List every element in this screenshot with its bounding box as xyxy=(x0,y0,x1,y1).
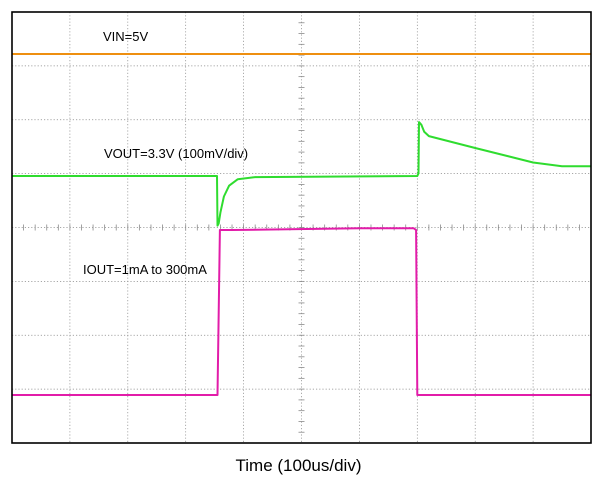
x-axis-label: Time (100us/div) xyxy=(235,456,362,475)
vout-label: VOUT=3.3V (100mV/div) xyxy=(104,146,248,161)
traces xyxy=(12,53,591,396)
center-axis-ticks xyxy=(23,22,580,433)
iout-trace xyxy=(12,227,591,396)
vin-label: VIN=5V xyxy=(103,29,148,44)
plot-frame xyxy=(11,11,592,444)
vout-trace xyxy=(12,121,591,227)
iout-label: IOUT=1mA to 300mA xyxy=(83,262,207,277)
